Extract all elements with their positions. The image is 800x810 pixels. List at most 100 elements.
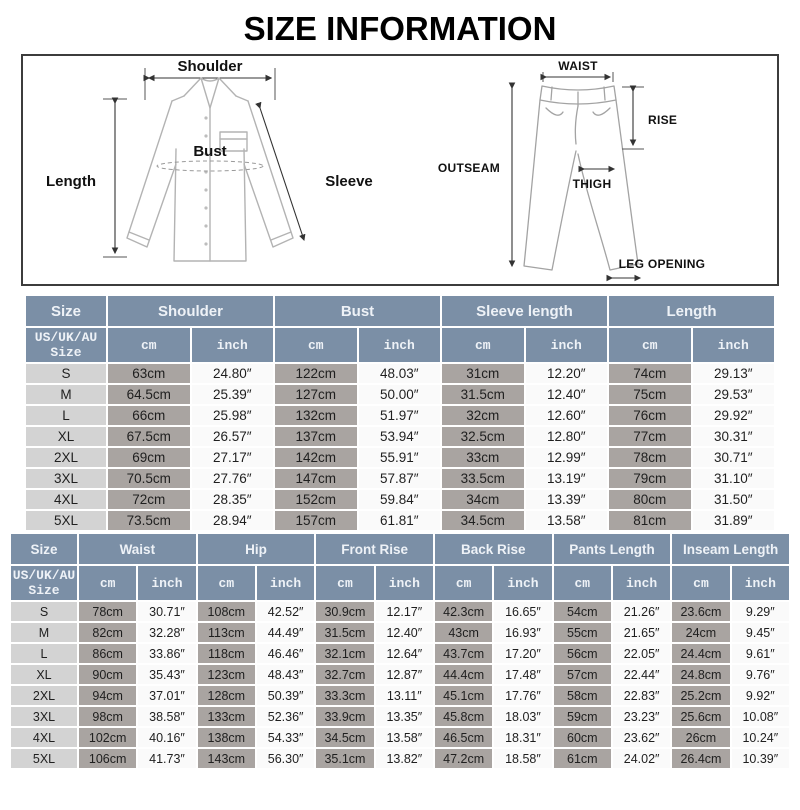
value-cell: 26.57″ (191, 427, 273, 446)
value-cell: 70.5cm (108, 469, 190, 488)
value-cell: 12.40″ (525, 385, 607, 404)
value-cell: 33.3cm (316, 686, 374, 705)
value-cell: 13.11″ (375, 686, 433, 705)
value-cell: 64.5cm (108, 385, 190, 404)
value-cell: 48.03″ (358, 364, 440, 383)
cm-unit-header: cm (316, 566, 374, 600)
value-cell: 26.4cm (672, 749, 730, 768)
inch-unit-header: inch (494, 566, 552, 600)
value-cell: 113cm (197, 623, 255, 642)
value-cell: 18.58″ (494, 749, 552, 768)
value-cell: 33.86″ (138, 644, 196, 663)
value-cell: 9.61″ (731, 644, 789, 663)
value-cell: 29.13″ (692, 364, 774, 383)
value-cell: 79cm (609, 469, 691, 488)
value-cell: 34.5cm (442, 511, 524, 530)
value-cell: 9.76″ (731, 665, 789, 684)
value-cell: 54.33″ (256, 728, 315, 747)
value-cell: 27.17″ (191, 448, 273, 467)
value-cell: 24cm (672, 623, 730, 642)
sleeve-label: Sleeve (325, 173, 373, 190)
value-cell: 25.39″ (191, 385, 273, 404)
value-cell: 9.45″ (731, 623, 789, 642)
value-cell: 43cm (434, 623, 493, 642)
length-label: Length (46, 173, 96, 190)
value-cell: 57cm (553, 665, 611, 684)
value-cell: 17.48″ (494, 665, 552, 684)
table-row: L 86cm 33.86″ 118cm 46.46″ 32.1cm 12.64″ 43.7cm… (11, 644, 789, 663)
cm-unit-header: cm (197, 566, 255, 600)
value-cell: 31cm (442, 364, 524, 383)
value-cell: 42.3cm (434, 602, 493, 621)
cm-unit-header: cm (442, 328, 524, 362)
value-cell: 143cm (197, 749, 255, 768)
value-cell: 31.89″ (692, 511, 774, 530)
inch-unit-header: inch (358, 328, 440, 362)
cm-unit-header: cm (434, 566, 493, 600)
size-cell: 4XL (11, 728, 77, 747)
value-cell: 35.43″ (138, 665, 196, 684)
size-cell: 2XL (11, 686, 77, 705)
value-cell: 78cm (609, 448, 691, 467)
value-cell: 12.64″ (375, 644, 433, 663)
value-cell: 12.40″ (375, 623, 433, 642)
value-cell: 42.52″ (256, 602, 315, 621)
value-cell: 82cm (79, 623, 137, 642)
value-cell: 123cm (197, 665, 255, 684)
size-cell: L (26, 406, 106, 425)
shirt-size-table: Size Shoulder Bust Sleeve length Length US/UK… (24, 294, 776, 532)
cm-unit-header: cm (553, 566, 611, 600)
value-cell: 13.35″ (375, 707, 433, 726)
value-cell: 33.9cm (316, 707, 374, 726)
value-cell: 61.81″ (358, 511, 440, 530)
inch-unit-header: inch (525, 328, 607, 362)
value-cell: 33cm (442, 448, 524, 467)
value-cell: 98cm (79, 707, 137, 726)
value-cell: 12.60″ (525, 406, 607, 425)
value-cell: 16.65″ (494, 602, 552, 621)
value-cell: 106cm (79, 749, 137, 768)
value-cell: 26cm (672, 728, 730, 747)
group-header: Inseam Length (672, 534, 789, 564)
value-cell: 22.83″ (612, 686, 671, 705)
value-cell: 9.92″ (731, 686, 789, 705)
inch-unit-header: inch (375, 566, 433, 600)
value-cell: 22.44″ (612, 665, 671, 684)
value-cell: 118cm (197, 644, 255, 663)
outseam-label: OUTSEAM (438, 161, 500, 175)
value-cell: 81cm (609, 511, 691, 530)
value-cell: 102cm (79, 728, 137, 747)
value-cell: 133cm (197, 707, 255, 726)
value-cell: 63cm (108, 364, 190, 383)
value-cell: 44.49″ (256, 623, 315, 642)
value-cell: 31.50″ (692, 490, 774, 509)
value-cell: 29.92″ (692, 406, 774, 425)
group-header: Pants Length (553, 534, 671, 564)
value-cell: 23.23″ (612, 707, 671, 726)
value-cell: 10.08″ (731, 707, 789, 726)
value-cell: 50.39″ (256, 686, 315, 705)
group-header: Length (609, 296, 774, 326)
value-cell: 21.26″ (612, 602, 671, 621)
value-cell: 30.71″ (138, 602, 196, 621)
table-row: 3XL 70.5cm 27.76″ 147cm 57.87″ 33.5cm 13.19″ 79… (26, 469, 774, 488)
table-row: 3XL 98cm 38.58″ 133cm 52.36″ 33.9cm 13.35″ 45.8… (11, 707, 789, 726)
size-cell: M (26, 385, 106, 404)
value-cell: 77cm (609, 427, 691, 446)
value-cell: 86cm (79, 644, 137, 663)
value-cell: 127cm (275, 385, 357, 404)
value-cell: 69cm (108, 448, 190, 467)
waist-label: WAIST (558, 59, 598, 73)
size-cell: 3XL (26, 469, 106, 488)
value-cell: 37.01″ (138, 686, 196, 705)
value-cell: 13.19″ (525, 469, 607, 488)
inch-unit-header: inch (692, 328, 774, 362)
value-cell: 40.16″ (138, 728, 196, 747)
value-cell: 94cm (79, 686, 137, 705)
pants-diagram: WAIST RISE OUTSEAM THIGH LEG OPENING (438, 59, 705, 282)
value-cell: 52.36″ (256, 707, 315, 726)
value-cell: 10.39″ (731, 749, 789, 768)
value-cell: 13.58″ (375, 728, 433, 747)
table-row: 2XL 69cm 27.17″ 142cm 55.91″ 33cm 12.99″ 78cm 30… (26, 448, 774, 467)
cm-unit-header: cm (108, 328, 190, 362)
